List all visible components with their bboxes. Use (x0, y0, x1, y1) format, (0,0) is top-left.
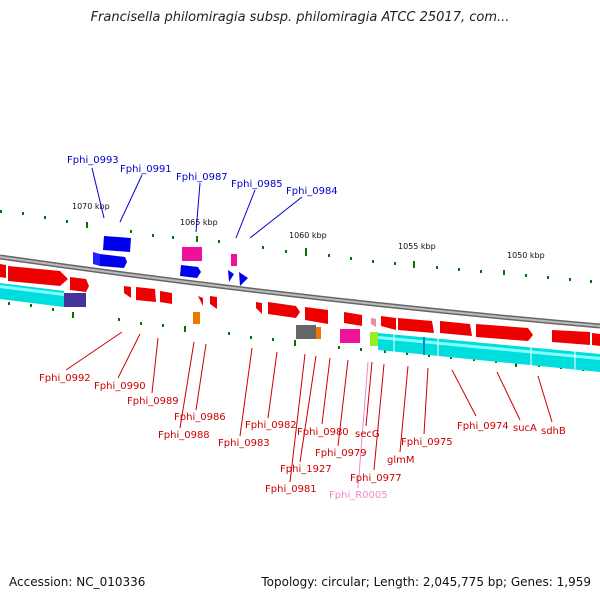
cds-track (0, 283, 600, 372)
tick-label: 1050 kbp (507, 251, 545, 260)
reverse-strand-genes (93, 236, 248, 286)
gene-label: Fphi_0984 (286, 186, 338, 197)
gene-fphi_1927 (296, 325, 316, 339)
map-title: Francisella philomiragia subsp. philomir… (90, 10, 510, 25)
accession-text: Accession: NC_010336 (9, 575, 146, 589)
leader-lines-bottom (65, 331, 553, 483)
gene-label: Fphi_0988 (158, 430, 210, 441)
gene-fphi_0984 (239, 272, 248, 286)
gene-label: Fphi_0979 (315, 448, 367, 459)
gene-label: Fphi_0975 (401, 437, 453, 448)
gene-label: Fphi_0992 (39, 373, 91, 384)
gene-trna (231, 254, 237, 266)
gene-label: Fphi_0985 (231, 179, 283, 190)
gene-label: Fphi_0990 (94, 381, 146, 392)
gene-fphi_0981 (316, 327, 321, 339)
topology-text: Topology: circular; Length: 2,045,775 bp… (261, 575, 591, 589)
tick-label: 1070 kbp (72, 202, 110, 211)
tick-label: 1060 kbp (289, 231, 327, 240)
gene-fphi_0987 (180, 265, 201, 278)
gene-fphi_0992-cds (64, 293, 86, 307)
gene-fphi_r0005 (340, 329, 360, 343)
gene-fphi_0988 (193, 312, 200, 324)
gene-label: Fphi_0987 (176, 172, 228, 183)
genome-backbone (0, 254, 600, 329)
gene-label: glmM (387, 455, 415, 466)
gene-label: secG (355, 429, 380, 440)
gene-label: Fphi_0977 (350, 473, 402, 484)
gene-label: Fphi_0974 (457, 421, 509, 432)
gene-label: Fphi_0986 (174, 412, 226, 423)
gene-fphi_r0006 (182, 247, 202, 261)
leader-lines-top (91, 167, 303, 239)
gene-label: Fphi_0981 (265, 484, 317, 495)
gene-fphi_0991 (100, 254, 127, 268)
gene-label: Fphi_0991 (120, 164, 172, 175)
tick-label: 1065 kbp (180, 218, 218, 227)
leader-line-rna (357, 361, 369, 489)
gene-label: Fphi_R0005 (329, 490, 388, 501)
gene-label: sucA (513, 423, 537, 434)
gene-fphi_0992 (93, 252, 100, 266)
gene-fphi_0993 (103, 236, 131, 252)
gene-label: sdhB (541, 426, 566, 437)
gene-label: Fphi_0980 (297, 427, 349, 438)
gene-label: Fphi_0982 (245, 420, 297, 431)
gene-label: Fphi_0989 (127, 396, 179, 407)
gene-label: Fphi_1927 (280, 464, 332, 475)
gene-label: Fphi_0993 (67, 155, 119, 166)
gene-fphi_0985 (228, 270, 234, 282)
tick-label: 1055 kbp (398, 242, 436, 251)
forward-strand-genes (0, 264, 600, 346)
gene-label: Fphi_0983 (218, 438, 270, 449)
gene-secg (370, 332, 378, 346)
